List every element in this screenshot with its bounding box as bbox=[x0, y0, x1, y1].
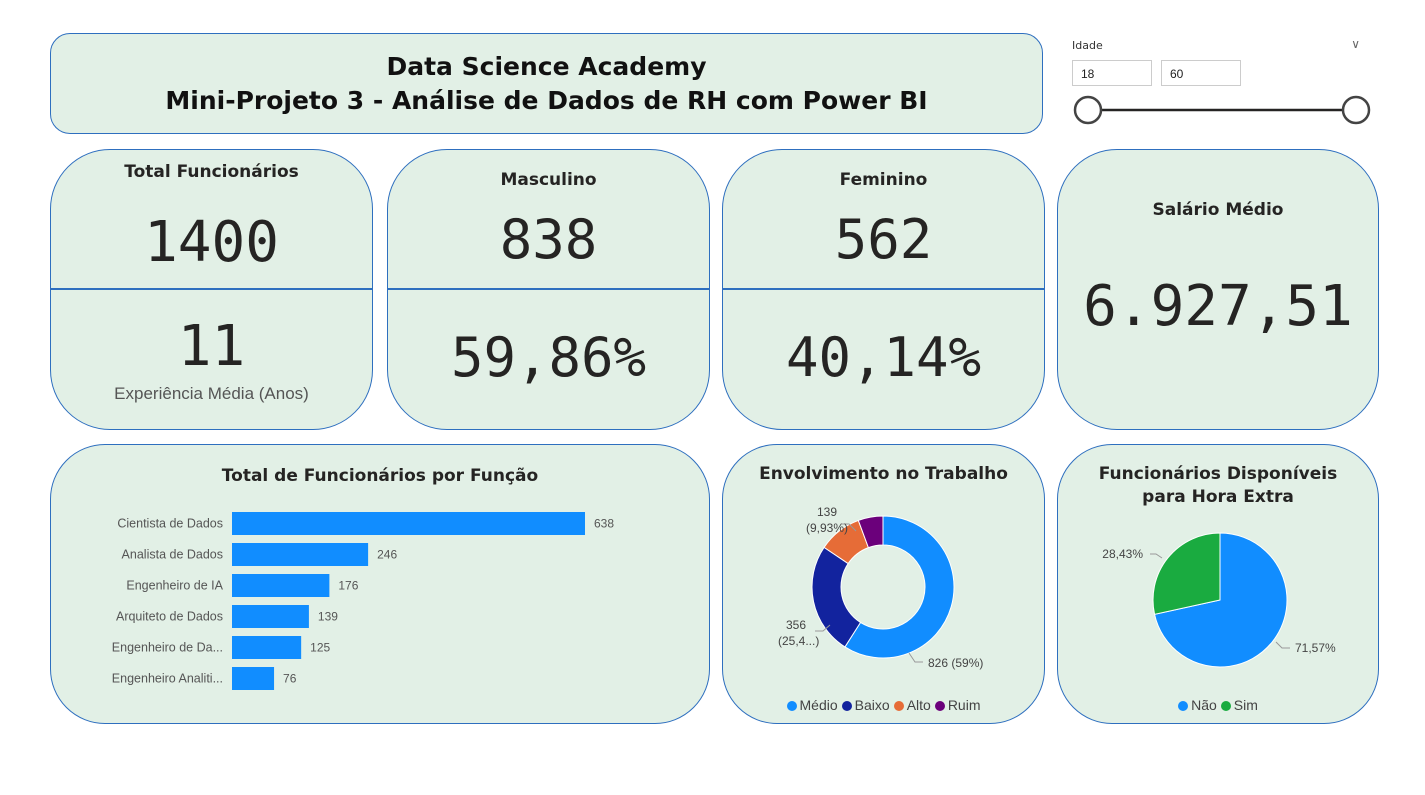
kpi-total-label: Total Funcionários bbox=[124, 162, 299, 182]
legend-swatch bbox=[893, 701, 904, 711]
pie-chart-card: Funcionários Disponíveis para Hora Extra… bbox=[1057, 444, 1379, 724]
leader-line bbox=[841, 523, 857, 532]
slice-data-label: (9,93%) bbox=[806, 521, 848, 535]
legend-swatch bbox=[1178, 701, 1189, 711]
kpi-masculino-percent: 59,86% bbox=[450, 326, 647, 389]
bar[interactable] bbox=[232, 543, 369, 566]
donut-chart: 139 (9,93%) 356 (25,4...) 826 (59%) bbox=[778, 505, 983, 670]
legend-swatch bbox=[786, 701, 797, 711]
age-max-input[interactable]: 60 bbox=[1161, 60, 1241, 86]
bar-category-label: Arquiteto de Dados bbox=[116, 610, 223, 624]
leader-line bbox=[908, 652, 923, 663]
slice-data-label: 139 bbox=[817, 505, 837, 519]
legend-label: Médio bbox=[799, 697, 838, 713]
legend-label: Ruim bbox=[947, 697, 981, 713]
slice-data-label: (25,4...) bbox=[778, 634, 819, 648]
slice-nao[interactable] bbox=[1153, 532, 1288, 668]
bar[interactable] bbox=[232, 605, 309, 628]
bar-chart-card: Total de Funcionários por Função Cientis… bbox=[50, 444, 710, 724]
legend-label: Alto bbox=[906, 697, 931, 713]
legend-label: Sim bbox=[1233, 697, 1258, 713]
slice-data-label: 356 bbox=[786, 618, 806, 632]
divider bbox=[51, 288, 372, 290]
slice-data-label: 71,57% bbox=[1295, 641, 1336, 655]
header-card: Data Science Academy Mini-Projeto 3 - An… bbox=[50, 33, 1043, 134]
legend-item[interactable]: Sim bbox=[1220, 697, 1258, 713]
page-subtitle: Mini-Projeto 3 - Análise de Dados de RH … bbox=[165, 86, 928, 115]
slice-data-label: 28,43% bbox=[1102, 547, 1143, 561]
divider bbox=[723, 288, 1044, 290]
bar-category-label: Engenheiro de Da... bbox=[112, 641, 223, 655]
bar-data-label: 76 bbox=[283, 672, 297, 686]
kpi-feminino-label: Feminino bbox=[839, 170, 928, 190]
donut-legend: Médio Baixo Alto Ruim bbox=[723, 697, 1044, 713]
bar[interactable] bbox=[232, 512, 585, 535]
bar-category-label: Analista de Dados bbox=[122, 548, 223, 562]
kpi-total-card: Total Funcionários 1400 11 Experiência M… bbox=[50, 149, 373, 430]
slider-min-handle[interactable] bbox=[1073, 95, 1103, 125]
kpi-experience-label: Experiência Média (Anos) bbox=[114, 384, 309, 403]
leader-line bbox=[815, 624, 831, 632]
bar-data-label: 139 bbox=[318, 610, 338, 624]
kpi-masculino-label: Masculino bbox=[500, 170, 597, 190]
bar[interactable] bbox=[232, 574, 330, 597]
kpi-masculino-card: Masculino 838 59,86% bbox=[387, 149, 710, 430]
donut-chart-title: Envolvimento no Trabalho bbox=[759, 464, 1008, 484]
age-range-slider[interactable] bbox=[1068, 88, 1372, 138]
bar-category-label: Engenheiro Analiti... bbox=[112, 672, 223, 686]
divider bbox=[388, 288, 709, 290]
pie-chart-title: Funcionários Disponíveis para Hora Extra bbox=[1098, 464, 1338, 507]
kpi-salario-value: 6.927,51 bbox=[1083, 274, 1353, 339]
age-slicer[interactable]: Idade ∨ 18 60 bbox=[1068, 33, 1372, 133]
slice-medio[interactable] bbox=[844, 515, 955, 659]
slice-ruim[interactable] bbox=[857, 515, 884, 549]
bar-data-label: 125 bbox=[310, 641, 330, 655]
legend-item[interactable]: Ruim bbox=[934, 697, 981, 713]
bar[interactable] bbox=[232, 636, 302, 659]
slice-sim[interactable] bbox=[1152, 532, 1221, 615]
kpi-salario-card: Salário Médio 6.927,51 bbox=[1057, 149, 1379, 430]
bar[interactable] bbox=[232, 667, 275, 690]
bar-chart-title: Total de Funcionários por Função bbox=[221, 466, 539, 486]
leader-line bbox=[1150, 553, 1163, 559]
kpi-experience-value: 11 bbox=[177, 314, 246, 379]
bar-data-label: 246 bbox=[377, 548, 397, 562]
bar-chart: Cientista de Dados 638 Analista de Dados 24… bbox=[112, 512, 614, 690]
legend-item[interactable]: Baixo bbox=[841, 697, 890, 713]
age-min-input[interactable]: 18 bbox=[1072, 60, 1152, 86]
chevron-down-icon[interactable]: ∨ bbox=[1351, 37, 1360, 51]
kpi-feminino-card: Feminino 562 40,14% bbox=[722, 149, 1045, 430]
page-title: Data Science Academy bbox=[386, 52, 707, 81]
age-slicer-label: Idade bbox=[1072, 39, 1103, 52]
legend-item[interactable]: Alto bbox=[893, 697, 931, 713]
kpi-total-value: 1400 bbox=[144, 210, 279, 275]
legend-swatch bbox=[1220, 701, 1231, 711]
slice-data-label: 826 (59%) bbox=[928, 656, 983, 670]
bar-category-label: Cientista de Dados bbox=[117, 517, 223, 531]
legend-swatch bbox=[934, 701, 945, 711]
bar-data-label: 176 bbox=[338, 579, 358, 593]
leader-line bbox=[1275, 641, 1290, 649]
legend-item[interactable]: Não bbox=[1178, 697, 1217, 713]
legend-label: Não bbox=[1191, 697, 1217, 713]
kpi-feminino-value: 562 bbox=[834, 208, 933, 271]
kpi-salario-label: Salário Médio bbox=[1152, 200, 1284, 220]
kpi-feminino-percent: 40,14% bbox=[785, 326, 982, 389]
bar-category-label: Engenheiro de IA bbox=[126, 579, 223, 593]
slider-max-handle[interactable] bbox=[1341, 95, 1371, 125]
legend-item[interactable]: Médio bbox=[786, 697, 838, 713]
slice-baixo[interactable] bbox=[811, 546, 862, 648]
kpi-masculino-value: 838 bbox=[499, 208, 598, 271]
bar-data-label: 638 bbox=[594, 517, 614, 531]
pie-legend: Não Sim bbox=[1058, 697, 1378, 713]
legend-label: Baixo bbox=[854, 697, 890, 713]
pie-chart: 28,43% 71,57% bbox=[1102, 532, 1336, 668]
donut-chart-card: Envolvimento no Trabalho 139 (9,93%) 356 (2… bbox=[722, 444, 1045, 724]
legend-swatch bbox=[841, 701, 852, 711]
